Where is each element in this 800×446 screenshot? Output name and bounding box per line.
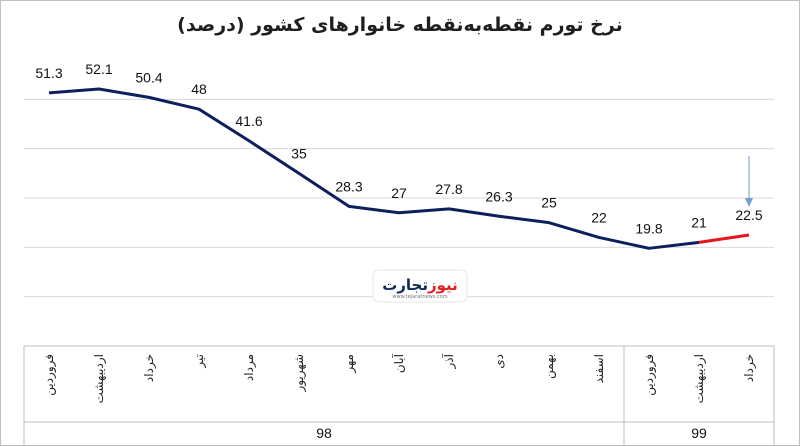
category-label: آبان (391, 353, 406, 373)
watermark-dark-text: تجارت (382, 276, 428, 294)
data-label: 50.4 (135, 69, 162, 85)
category-label: مرداد (242, 354, 257, 381)
gridlines (24, 98, 774, 298)
data-label: 26.3 (485, 188, 512, 204)
category-label: اسفند (592, 354, 606, 383)
category-label: مهر (342, 354, 357, 374)
category-labels: فروردین اردیبهشت خرداد تیر مرداد شهریور مهر آبا… (42, 353, 757, 403)
arrow-head (745, 198, 753, 207)
watermark-url: www.tejaratnews.com (392, 294, 447, 300)
highlight-arrow (745, 156, 753, 207)
category-label: فروردین (642, 354, 657, 396)
series-lines (48, 87, 750, 250)
group-label: 98 (316, 425, 332, 441)
category-label: آذر (441, 353, 457, 369)
category-label: فروردین (42, 354, 57, 396)
group-labels: 98 99 (316, 425, 707, 441)
data-label: 22 (591, 209, 607, 225)
data-label: 21 (691, 214, 707, 230)
group-label: 99 (691, 425, 707, 441)
category-table (23, 345, 775, 446)
data-label: 48 (191, 81, 207, 97)
watermark-badge (372, 269, 468, 303)
series-line-highlight (698, 233, 750, 244)
data-label: 35 (291, 145, 307, 161)
data-label: 25 (541, 195, 557, 211)
data-label: 19.8 (635, 220, 662, 236)
data-label: 52.1 (85, 61, 112, 77)
data-label: 41.6 (235, 113, 262, 129)
watermark-accent-text: نیوز (427, 276, 458, 294)
category-label: خرداد (142, 354, 157, 382)
data-label: 22.5 (735, 207, 762, 223)
category-label: اردیبهشت (92, 354, 107, 403)
watermark-logo: نیوزتجارت www.tejaratnews.com (372, 269, 468, 303)
category-label: شهریور (292, 354, 307, 393)
category-label: خرداد (742, 354, 757, 382)
watermark-text: نیوزتجارت (382, 276, 458, 294)
category-label: تیر (192, 354, 207, 369)
series-line (48, 87, 700, 250)
data-label: 28.3 (335, 178, 362, 194)
data-label: 27.8 (435, 181, 462, 197)
chart-title: نرخ تورم نقطه‌به‌نقطه خانوارهای کشور (در… (177, 14, 623, 36)
data-label: 51.3 (35, 65, 62, 81)
category-label: اردیبهشت (692, 354, 707, 403)
data-labels: 51.3 52.1 50.4 48 41.6 35 28.3 27 27.8 26.3 25 22 19… (35, 61, 762, 236)
category-label: دی (492, 354, 506, 369)
category-label: بهمن (542, 354, 557, 379)
data-label: 27 (391, 185, 407, 201)
